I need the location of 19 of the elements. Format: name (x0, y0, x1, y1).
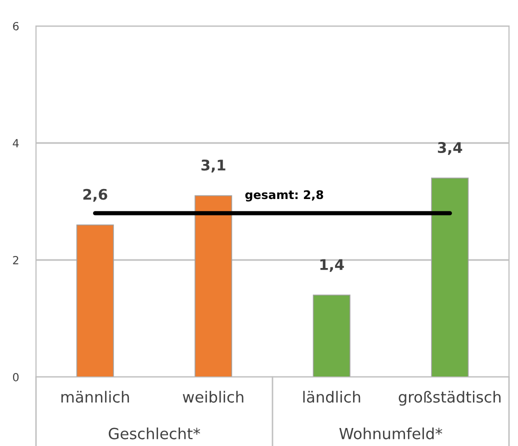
y-tick-label: 2 (13, 256, 18, 264)
data-label: 3,1 (201, 160, 226, 172)
bar (312, 294, 350, 377)
x-tick-label: großstädtisch (398, 390, 501, 406)
x-tick-label: ländlich (303, 390, 360, 403)
y-tick-label: 0 (12, 372, 19, 382)
data-label: 3,4 (438, 142, 462, 155)
y-tick-label: 6 (13, 22, 19, 30)
text: Geschlecht* (108, 428, 200, 440)
bar (431, 178, 469, 377)
x-tick-label: männlich (61, 390, 129, 403)
bar (194, 195, 232, 377)
y-tick-label: 4 (12, 139, 19, 148)
x-tick-label: weiblich (182, 390, 244, 403)
text: Wohnumfeld* (339, 428, 442, 440)
data-label: 2,6 (83, 188, 108, 202)
bar (76, 224, 114, 377)
data-label: 1,4 (320, 259, 344, 272)
series-label: gesamt: 2,8 (245, 190, 324, 202)
